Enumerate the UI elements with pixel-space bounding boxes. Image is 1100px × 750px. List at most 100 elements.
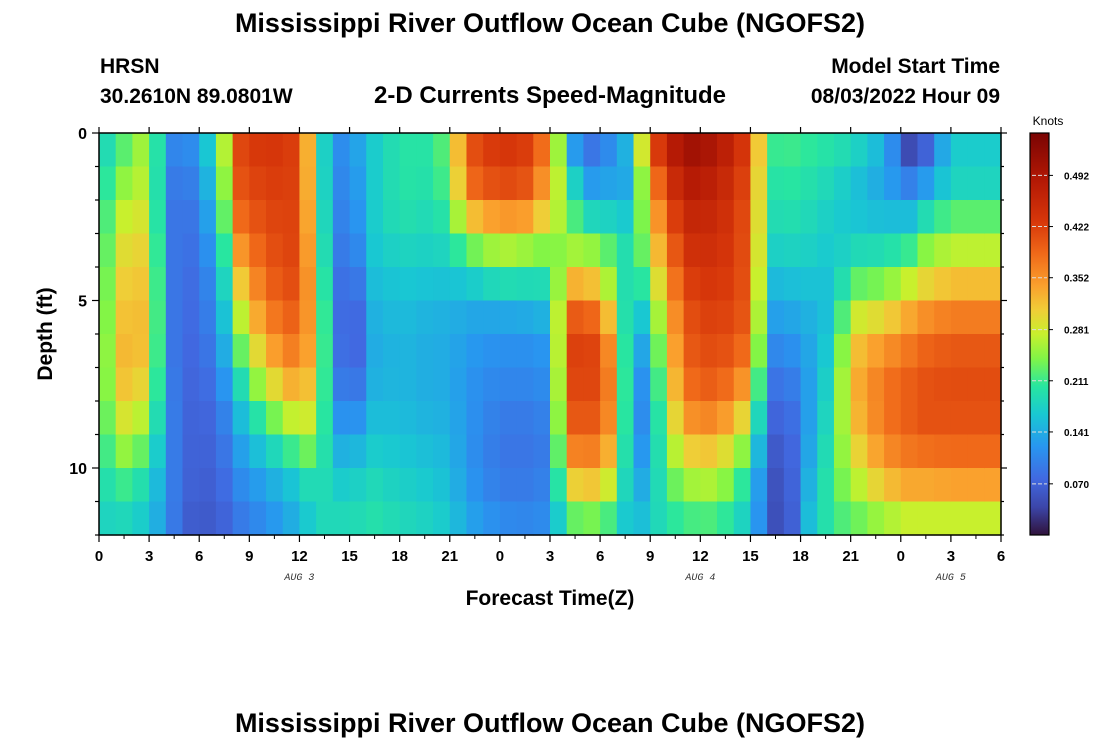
heatmap-cell — [600, 367, 618, 402]
heatmap-cell — [266, 367, 284, 402]
heatmap-cell — [115, 133, 133, 168]
heatmap-cell — [433, 367, 451, 402]
heatmap-cell — [99, 200, 117, 235]
heatmap-cell — [650, 200, 668, 235]
heatmap-cell — [99, 300, 117, 335]
heatmap-cell — [332, 300, 351, 335]
heatmap-cell — [934, 133, 952, 168]
x-tick-label: 15 — [341, 548, 358, 565]
heatmap-cell — [550, 468, 568, 503]
heatmap-cell — [132, 434, 150, 469]
heatmap-cell — [867, 233, 885, 268]
heatmap-cell — [700, 267, 718, 302]
heatmap-cell — [683, 334, 701, 369]
heatmap-cell — [433, 233, 451, 268]
heatmap-cell — [299, 401, 317, 436]
heatmap-cell — [800, 166, 818, 201]
heatmap-cell — [616, 367, 635, 402]
heatmap-cell — [499, 468, 518, 503]
heatmap-cell — [382, 468, 401, 503]
heatmap-cell — [800, 468, 818, 503]
heatmap-cell — [583, 468, 601, 503]
heatmap-cell — [266, 300, 284, 335]
heatmap-cell — [249, 501, 267, 536]
heatmap-cell — [984, 367, 1002, 402]
heatmap-cell — [232, 468, 250, 503]
station-coordinates: 30.2610N 89.0801W — [100, 85, 293, 108]
heatmap-cell — [867, 367, 885, 402]
heatmap-cell — [115, 501, 133, 536]
heatmap-cell — [900, 200, 919, 235]
heatmap-cell — [616, 200, 635, 235]
heatmap-cell — [583, 434, 601, 469]
heatmap-cell — [132, 300, 150, 335]
heatmap-cell — [783, 501, 802, 536]
heatmap-cell — [399, 401, 417, 436]
heatmap-cell — [666, 401, 685, 436]
heatmap-cell — [433, 334, 451, 369]
heatmap-cell — [232, 200, 250, 235]
heatmap-cell — [499, 334, 518, 369]
heatmap-cell — [884, 300, 902, 335]
heatmap-cell — [717, 334, 735, 369]
heatmap-cell — [934, 267, 952, 302]
heatmap-cell — [616, 434, 635, 469]
heatmap-cell — [984, 501, 1002, 536]
heatmap-cell — [566, 200, 584, 235]
heatmap-cell — [934, 501, 952, 536]
heatmap-cell — [633, 166, 651, 201]
heatmap-cell — [416, 401, 434, 436]
heatmap-cell — [717, 501, 735, 536]
heatmap-cell — [984, 200, 1002, 235]
heatmap-cell — [733, 133, 752, 168]
heatmap-cell — [516, 468, 534, 503]
heatmap-cell — [616, 133, 635, 168]
y-axis: 0 5 10 — [69, 126, 1007, 536]
heatmap-cell — [149, 300, 167, 335]
heatmap-cell — [666, 334, 685, 369]
heatmap-cell — [199, 334, 217, 369]
heatmap-cell — [683, 133, 701, 168]
heatmap-cell — [266, 233, 284, 268]
heatmap-cell — [483, 334, 501, 369]
heatmap-cell — [165, 334, 184, 369]
heatmap-cell — [750, 133, 768, 168]
heatmap-cell — [566, 267, 584, 302]
heatmap-cell — [349, 501, 367, 536]
heatmap-cell — [449, 133, 468, 168]
heatmap-cell — [600, 166, 618, 201]
heatmap-cell — [366, 334, 384, 369]
heatmap-cell — [466, 468, 484, 503]
heatmap-cell — [332, 434, 351, 469]
heatmap-cell — [249, 367, 267, 402]
heatmap-cell — [316, 501, 334, 536]
heatmap-cell — [850, 367, 868, 402]
heatmap-cell — [316, 434, 334, 469]
colorbar: Knots 0.070 0.141 0.211 0.281 0.352 0.422 0.49… — [1029, 114, 1089, 536]
x-tick-label: 3 — [947, 548, 955, 565]
colorbar-tick-label: 0.281 — [1064, 326, 1089, 337]
colorbar-tick-label: 0.422 — [1064, 223, 1089, 234]
heatmap-cell — [316, 334, 334, 369]
heatmap-cell — [382, 501, 401, 536]
heatmap-cell — [917, 200, 935, 235]
heatmap-cell — [833, 233, 852, 268]
heatmap-cell — [533, 367, 551, 402]
heatmap-cell — [199, 367, 217, 402]
heatmap-cell — [416, 200, 434, 235]
heatmap-cell — [616, 501, 635, 536]
heatmap-cell — [884, 468, 902, 503]
heatmap-cell — [182, 501, 200, 536]
heatmap-cell — [683, 166, 701, 201]
heatmap-cell — [867, 468, 885, 503]
heatmap-cell — [399, 367, 417, 402]
heatmap-cell — [733, 334, 752, 369]
heatmap-cell — [917, 434, 935, 469]
heatmap-cell — [767, 300, 785, 335]
heatmap-cell — [666, 501, 685, 536]
heatmap-cell — [650, 300, 668, 335]
heatmap-cell — [416, 133, 434, 168]
heatmap-cell — [182, 166, 200, 201]
heatmap-cell — [616, 233, 635, 268]
heatmap-cell — [282, 434, 301, 469]
